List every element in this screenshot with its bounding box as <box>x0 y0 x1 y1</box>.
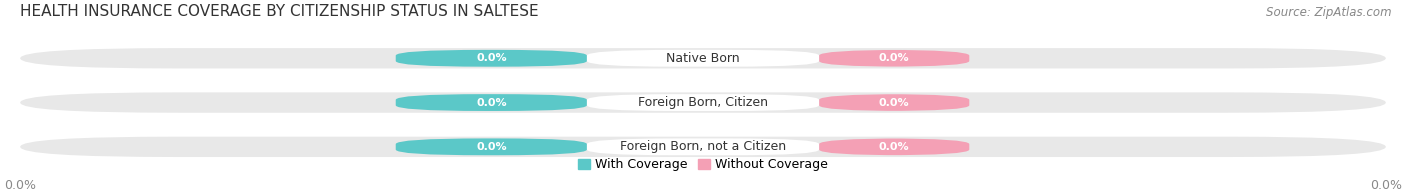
Text: 0.0%: 0.0% <box>477 142 506 152</box>
FancyBboxPatch shape <box>820 94 969 111</box>
FancyBboxPatch shape <box>586 94 820 111</box>
FancyBboxPatch shape <box>395 138 586 155</box>
FancyBboxPatch shape <box>395 50 586 67</box>
FancyBboxPatch shape <box>586 50 820 67</box>
Text: Native Born: Native Born <box>666 52 740 65</box>
Text: 0.0%: 0.0% <box>879 53 910 63</box>
Text: Foreign Born, not a Citizen: Foreign Born, not a Citizen <box>620 140 786 153</box>
FancyBboxPatch shape <box>820 50 969 67</box>
Legend: With Coverage, Without Coverage: With Coverage, Without Coverage <box>572 153 834 176</box>
Text: 0.0%: 0.0% <box>879 98 910 108</box>
FancyBboxPatch shape <box>586 138 820 155</box>
Text: 0.0%: 0.0% <box>879 142 910 152</box>
Text: 0.0%: 0.0% <box>477 98 506 108</box>
FancyBboxPatch shape <box>395 94 586 111</box>
FancyBboxPatch shape <box>820 138 969 155</box>
Text: 0.0%: 0.0% <box>477 53 506 63</box>
FancyBboxPatch shape <box>20 48 1386 68</box>
Text: HEALTH INSURANCE COVERAGE BY CITIZENSHIP STATUS IN SALTESE: HEALTH INSURANCE COVERAGE BY CITIZENSHIP… <box>20 4 538 19</box>
FancyBboxPatch shape <box>20 92 1386 113</box>
FancyBboxPatch shape <box>20 137 1386 157</box>
Text: Source: ZipAtlas.com: Source: ZipAtlas.com <box>1267 6 1392 19</box>
Text: Foreign Born, Citizen: Foreign Born, Citizen <box>638 96 768 109</box>
